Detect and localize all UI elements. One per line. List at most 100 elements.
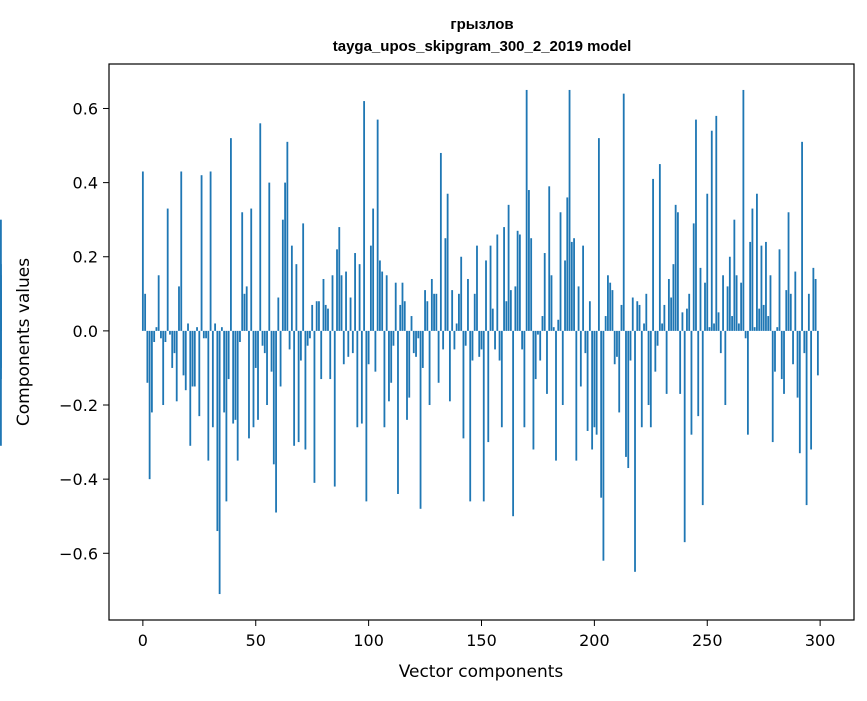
bar xyxy=(374,330,377,372)
bar xyxy=(507,204,510,331)
bar xyxy=(351,330,354,354)
bar xyxy=(649,330,652,428)
bar xyxy=(318,301,320,331)
bar xyxy=(268,182,271,331)
bar xyxy=(602,330,605,561)
bar xyxy=(704,282,706,331)
bar xyxy=(164,330,167,342)
y-tick-label: 0.2 xyxy=(73,248,98,267)
bar xyxy=(665,330,668,394)
bar xyxy=(480,330,483,350)
bar xyxy=(683,330,686,543)
bar xyxy=(503,227,505,331)
bar xyxy=(376,119,379,331)
bar xyxy=(453,330,456,350)
bar xyxy=(726,286,729,331)
bar xyxy=(496,234,499,331)
bar xyxy=(358,264,361,331)
bar xyxy=(462,330,465,439)
x-tick-label: 150 xyxy=(466,631,497,650)
bar xyxy=(579,330,582,387)
bar xyxy=(263,330,266,354)
y-tick-label: −0.6 xyxy=(59,544,98,563)
bar xyxy=(611,290,614,331)
bar xyxy=(672,264,675,331)
bar xyxy=(473,293,476,331)
bar xyxy=(266,330,268,406)
bar xyxy=(783,330,785,394)
bar xyxy=(198,330,201,417)
bar xyxy=(388,330,390,402)
bar xyxy=(677,212,679,331)
bar xyxy=(537,330,539,335)
bar xyxy=(753,327,756,331)
bar xyxy=(160,330,162,339)
bar xyxy=(771,330,774,443)
bar xyxy=(232,330,235,424)
bar xyxy=(807,293,810,331)
bar xyxy=(500,330,503,428)
bar xyxy=(555,330,557,461)
bar xyxy=(297,330,300,443)
bar xyxy=(349,297,352,331)
bar xyxy=(749,241,752,331)
bar xyxy=(360,330,363,424)
bar xyxy=(290,245,293,331)
bar xyxy=(410,316,413,331)
bar xyxy=(582,245,584,331)
bar xyxy=(230,138,232,331)
bar xyxy=(173,330,176,354)
bar xyxy=(421,330,424,368)
bar xyxy=(778,249,781,331)
bar xyxy=(609,282,612,331)
bar xyxy=(568,89,571,331)
bar xyxy=(444,238,447,331)
bar xyxy=(448,330,451,402)
chart-title: грызлов xyxy=(450,16,513,33)
bar xyxy=(607,275,609,331)
bar xyxy=(331,275,334,331)
bar xyxy=(178,286,180,331)
x-tick-label: 100 xyxy=(353,631,384,650)
bar xyxy=(257,330,259,420)
bar xyxy=(713,323,715,331)
bar xyxy=(329,330,332,380)
bar xyxy=(157,275,160,331)
bar xyxy=(523,330,526,428)
bar xyxy=(279,330,282,387)
bar xyxy=(412,330,415,354)
bar xyxy=(324,304,327,331)
bar xyxy=(735,275,738,331)
bar xyxy=(415,330,417,357)
bar xyxy=(798,330,801,454)
bar xyxy=(369,245,372,331)
bar xyxy=(733,219,736,331)
bar xyxy=(270,330,273,372)
bar xyxy=(803,330,806,354)
bar xyxy=(663,304,666,331)
bar xyxy=(250,208,253,331)
bar xyxy=(150,330,153,413)
bar xyxy=(577,286,580,331)
bar xyxy=(0,308,2,331)
bar xyxy=(175,330,178,402)
bar xyxy=(401,282,404,331)
bar xyxy=(557,319,560,331)
bar xyxy=(180,171,183,331)
bar xyxy=(419,330,422,509)
bar xyxy=(485,260,487,331)
y-tick-label: 0.4 xyxy=(73,174,98,193)
y-tick-label: 0.0 xyxy=(73,322,98,341)
bar xyxy=(259,123,262,331)
bar xyxy=(209,171,212,331)
bar xyxy=(162,330,165,406)
bar xyxy=(476,245,478,331)
bar xyxy=(187,323,189,331)
bar xyxy=(643,323,645,331)
bar xyxy=(631,297,634,331)
chart-subtitle: tayga_upos_skipgram_300_2_2019 model xyxy=(333,38,632,55)
bar xyxy=(760,245,763,331)
bar xyxy=(765,241,767,331)
bar xyxy=(306,330,309,346)
bar xyxy=(446,193,449,331)
